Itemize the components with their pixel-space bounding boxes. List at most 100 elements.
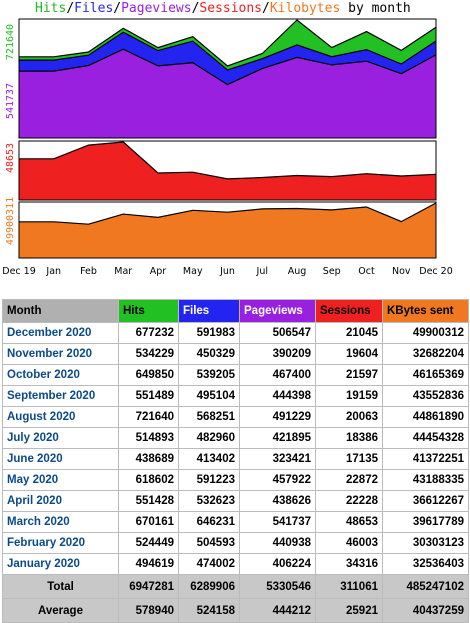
table-row: September 2020 551489 495104 444398 19159 435… (2, 385, 469, 407)
table-row: May 2020 618602 591223 457922 22872 43188335 (2, 469, 469, 491)
cell-kbytes: 36612267 (382, 490, 469, 512)
title-suffix: by month (348, 1, 411, 16)
total-sessions: 311061 (315, 574, 383, 599)
cell-pageviews: 390209 (239, 343, 316, 365)
month-link[interactable]: November 2020 (2, 343, 119, 365)
table-row: December 2020 677232 591983 506547 21045 4990… (2, 322, 469, 344)
header-month: Month (2, 299, 119, 323)
cell-kbytes: 43188335 (382, 469, 469, 491)
cell-files: 495104 (178, 385, 240, 407)
month-link[interactable]: July 2020 (2, 427, 119, 449)
cell-kbytes: 32682204 (382, 343, 469, 365)
cell-pageviews: 323421 (239, 448, 316, 470)
cell-files: 539205 (178, 364, 240, 386)
cell-sessions: 46003 (315, 532, 383, 554)
cell-files: 474002 (178, 553, 240, 575)
y-label-sessions-max: 48653 (5, 143, 16, 173)
x-tick-label: Nov (392, 266, 411, 277)
cell-pageviews: 444398 (239, 385, 316, 407)
cell-files: 413402 (178, 448, 240, 470)
header-pageviews: Pageviews (239, 299, 316, 323)
average-kbytes: 40437259 (382, 598, 469, 623)
table-row: February 2020 524449 504593 440938 46003 3030… (2, 532, 469, 554)
panel-kbytes-border (18, 201, 437, 259)
cell-sessions: 20063 (315, 406, 383, 428)
x-tick-label: Apr (150, 266, 167, 277)
month-link[interactable]: March 2020 (2, 511, 119, 533)
average-label: Average (2, 598, 119, 623)
cell-sessions: 34316 (315, 553, 383, 575)
cell-sessions: 18386 (315, 427, 383, 449)
title-sep-2: / (113, 1, 122, 16)
cell-files: 450329 (178, 343, 240, 365)
cell-pageviews: 541737 (239, 511, 316, 533)
x-tick-label: May (183, 266, 203, 277)
x-tick-label: Dec 19 (2, 266, 36, 277)
cell-kbytes: 49900312 (382, 322, 469, 344)
month-link[interactable]: October 2020 (2, 364, 119, 386)
series-kbytes-line (19, 202, 437, 225)
table-row: July 2020 514893 482960 421895 18386 44454328 (2, 427, 469, 449)
cell-files: 482960 (178, 427, 240, 449)
cell-sessions: 21045 (315, 322, 383, 344)
total-label: Total (2, 574, 119, 599)
x-tick-label: Feb (80, 266, 97, 277)
month-link[interactable]: August 2020 (2, 406, 119, 428)
average-pageviews: 444212 (239, 598, 316, 623)
cell-hits: 514893 (118, 427, 179, 449)
cell-sessions: 19159 (315, 385, 383, 407)
x-tick-label: Mar (114, 266, 132, 277)
total-row: Total 6947281 6289906 5330546 311061 485… (2, 574, 469, 599)
month-link[interactable]: December 2020 (2, 322, 119, 344)
month-link[interactable]: June 2020 (2, 448, 119, 470)
series-sessions-area (19, 142, 436, 200)
total-kbytes: 485247102 (382, 574, 469, 599)
cell-hits: 649850 (118, 364, 179, 386)
month-link[interactable]: January 2020 (2, 553, 119, 575)
cell-sessions: 17135 (315, 448, 383, 470)
title-kilobytes: Kilobytes (269, 1, 341, 16)
cell-kbytes: 44861890 (382, 406, 469, 428)
title-sep-1: / (66, 1, 75, 16)
average-files: 524158 (178, 598, 240, 623)
cell-files: 568251 (178, 406, 240, 428)
cell-kbytes: 43552836 (382, 385, 469, 407)
x-tick-label: Oct (358, 266, 375, 277)
series-kbytes-area (19, 203, 436, 258)
cell-hits: 438689 (118, 448, 179, 470)
header-sessions: Sessions (315, 299, 383, 323)
cell-sessions: 48653 (315, 511, 383, 533)
x-tick-label: Sep (323, 266, 341, 277)
month-link[interactable]: September 2020 (2, 385, 119, 407)
cell-pageviews: 467400 (239, 364, 316, 386)
table-row: January 2020 494619 474002 406224 34316 32536… (2, 553, 469, 575)
average-sessions: 25921 (315, 598, 383, 623)
title-pageviews: Pageviews (121, 1, 192, 16)
stats-table: Month Hits Files Pageviews Sessions KByt… (2, 299, 469, 623)
cell-sessions: 22228 (315, 490, 383, 512)
series-pageviews-area (19, 49, 436, 139)
cell-files: 532623 (178, 490, 240, 512)
table-row: August 2020 721640 568251 491229 20063 448618… (2, 406, 469, 428)
cell-hits: 494619 (118, 553, 179, 575)
average-hits: 578940 (118, 598, 179, 623)
x-tick-label: Jan (45, 266, 61, 277)
table-row: March 2020 670161 646231 541737 48653 3961778… (2, 511, 469, 533)
title-files: Files (74, 1, 114, 16)
total-hits: 6947281 (118, 574, 179, 599)
cell-pageviews: 440938 (239, 532, 316, 554)
cell-hits: 524449 (118, 532, 179, 554)
y-label-kbytes-max: 49900311 (5, 197, 16, 245)
title-sessions: Sessions (199, 1, 263, 16)
month-link[interactable]: April 2020 (2, 490, 119, 512)
cell-pageviews: 506547 (239, 322, 316, 344)
y-label-hits-max: 721640 (5, 24, 16, 60)
header-files: Files (178, 299, 240, 323)
total-files: 6289906 (178, 574, 240, 599)
month-link[interactable]: May 2020 (2, 469, 119, 491)
cell-pageviews: 406224 (239, 553, 316, 575)
x-tick-label: Jun (219, 266, 235, 277)
month-link[interactable]: February 2020 (2, 532, 119, 554)
header-kbytes: KBytes sent (382, 299, 469, 323)
cell-hits: 721640 (118, 406, 179, 428)
